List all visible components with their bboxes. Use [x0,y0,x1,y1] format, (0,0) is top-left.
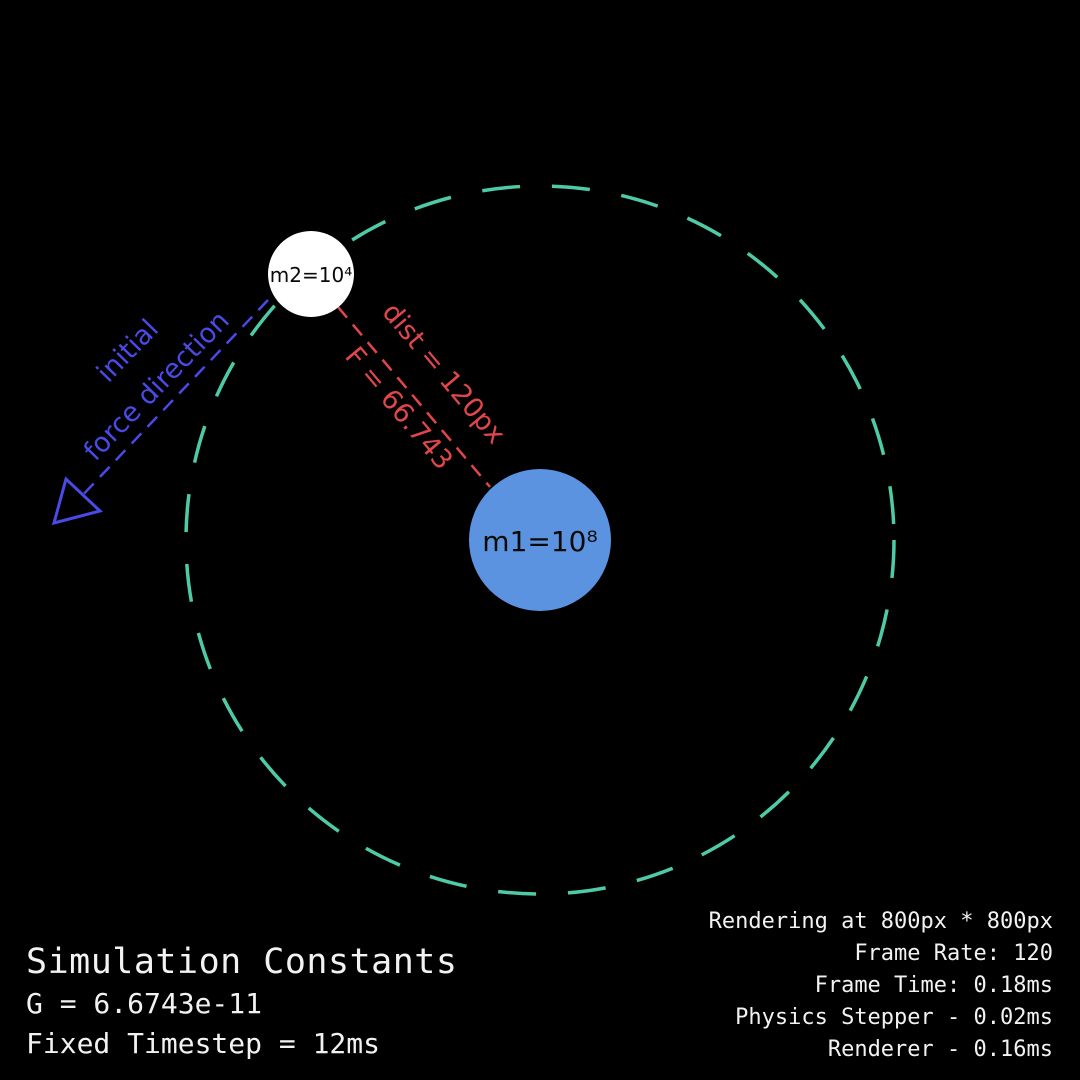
constant-g: G = 6.6743e-11 [26,987,263,1020]
simulation-constants-panel: Simulation Constants G = 6.6743e-11 Fixe… [26,940,457,1064]
mass-m2-label: m2=10⁴ [270,263,352,287]
constant-timestep: Fixed Timestep = 12ms [26,1027,381,1060]
force-direction-line [77,299,269,501]
stat-rendering: Rendering at 800px * 800px [708,909,1053,934]
stat-renderer: Renderer - 0.16ms [827,1037,1053,1062]
mass-m1 [469,469,611,611]
orbit-path [184,184,896,896]
mass-m1-label: m1=10⁸ [482,525,597,558]
stat-frame-rate: Frame Rate: 120 [854,941,1053,966]
distance-line [337,306,491,488]
force-direction-arrow-icon [51,476,104,526]
constants-title: Simulation Constants [26,942,458,982]
stat-frame-time: Frame Time: 0.18ms [814,973,1053,998]
render-stats-panel: Rendering at 800px * 800px Frame Rate: 1… [709,906,1053,1066]
mass-m2 [268,231,354,317]
stat-physics: Physics Stepper - 0.02ms [735,1005,1053,1030]
